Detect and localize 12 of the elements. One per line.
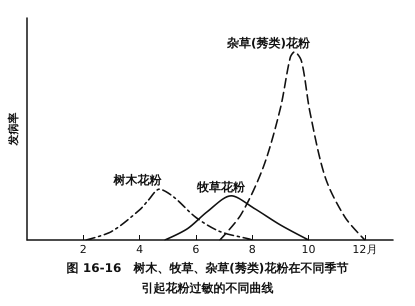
- y-axis-title: 发病率: [7, 112, 20, 146]
- text: 引起花粉过敏的不同曲线: [142, 281, 274, 295]
- series-label: 牧草花粉: [196, 180, 246, 194]
- x-tick-label: 6: [192, 243, 200, 256]
- x-tick-label: 2: [80, 243, 87, 256]
- x-tick-label: 4: [136, 243, 144, 256]
- x-tick-label: 8: [248, 243, 256, 256]
- x-tick-label: 12月: [352, 243, 378, 256]
- caption: 图 16-16 树木、牧草、杂草(莠类)花粉在不同季节: [66, 261, 348, 275]
- x-tick-label: 10: [302, 243, 316, 256]
- series-label: 杂草(莠类)花粉: [226, 36, 311, 50]
- series-label: 树木花粉: [112, 173, 162, 188]
